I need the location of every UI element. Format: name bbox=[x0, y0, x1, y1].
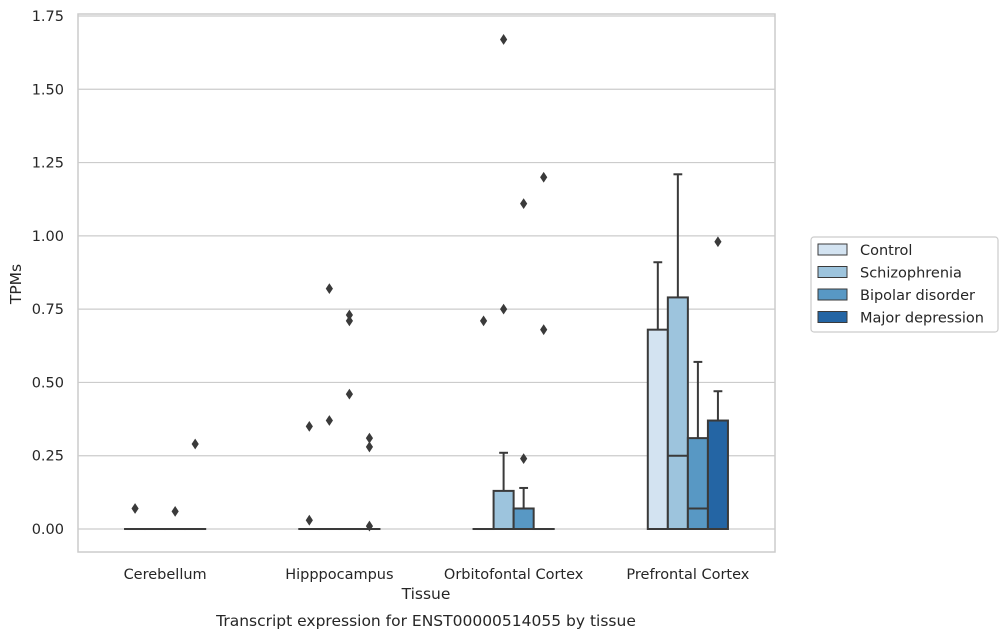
legend-label: Control bbox=[860, 243, 912, 259]
outlier-point bbox=[365, 432, 374, 444]
y-tick-label: 0.75 bbox=[32, 302, 64, 318]
figure-caption: Transcript expression for ENST0000051405… bbox=[215, 612, 636, 630]
outlier-layer bbox=[131, 34, 722, 532]
gridlines bbox=[78, 15, 775, 530]
legend: Control Schizophrenia Bipolar disorder Majo… bbox=[810, 236, 999, 333]
outlier-point bbox=[365, 441, 374, 453]
outlier-point bbox=[540, 171, 548, 183]
y-axis-title: TPMs bbox=[7, 264, 25, 305]
legend-label: Major depression bbox=[860, 311, 984, 327]
outlier-point bbox=[305, 421, 313, 432]
y-tick-label: 1.25 bbox=[32, 156, 64, 172]
box-control bbox=[646, 261, 669, 531]
box-schizophrenia bbox=[666, 173, 689, 530]
x-axis-title: Tissue bbox=[401, 585, 451, 603]
y-tick-label: 0.25 bbox=[32, 449, 64, 465]
x-tick-labels: Cerebellum Hipppocampus Orbitofontal Corte… bbox=[124, 567, 750, 583]
outlier-point bbox=[171, 506, 179, 517]
outlier-point bbox=[345, 309, 353, 321]
outlier-point bbox=[131, 503, 139, 514]
x-tick-label: Cerebellum bbox=[124, 567, 207, 583]
y-tick-label: 0.00 bbox=[32, 522, 64, 538]
box-bipolar-disorder bbox=[686, 360, 709, 530]
legend-frame bbox=[810, 236, 999, 333]
outlier-point bbox=[520, 198, 528, 210]
outlier-point bbox=[345, 315, 353, 327]
box-series-layer bbox=[124, 173, 729, 531]
box-bipolar-disorder bbox=[512, 486, 535, 531]
x-tick-label: Hipppocampus bbox=[285, 567, 393, 583]
box-body bbox=[686, 437, 709, 530]
outlier-point bbox=[365, 520, 374, 532]
y-tick-label: 1.50 bbox=[32, 82, 64, 98]
legend-label: Bipolar disorder bbox=[860, 288, 975, 304]
outlier-point bbox=[500, 34, 508, 45]
outlier-point bbox=[191, 438, 199, 450]
y-tick-label: 1.00 bbox=[32, 229, 64, 245]
legend-swatch bbox=[817, 266, 848, 278]
plot-border bbox=[77, 13, 776, 553]
x-tick-label: Orbitofontal Cortex bbox=[444, 567, 584, 583]
outlier-point bbox=[479, 315, 488, 327]
y-tick-labels: 0.00 0.25 0.50 0.75 1.00 1.25 1.50 1.75 bbox=[32, 9, 64, 538]
outlier-point bbox=[714, 236, 722, 248]
legend-swatch bbox=[817, 288, 848, 301]
legend-label: Schizophrenia bbox=[860, 266, 962, 282]
y-tick-label: 0.50 bbox=[32, 375, 64, 391]
box-body bbox=[492, 489, 515, 530]
box-body bbox=[646, 328, 669, 531]
box-body bbox=[512, 507, 535, 531]
outlier-point bbox=[305, 514, 313, 526]
outlier-point bbox=[540, 324, 548, 336]
y-tick-label: 1.75 bbox=[32, 9, 64, 25]
box-body bbox=[706, 419, 729, 530]
box-major-depression bbox=[706, 390, 729, 530]
outlier-point bbox=[345, 388, 353, 400]
outlier-point bbox=[325, 415, 333, 426]
legend-swatch bbox=[817, 311, 848, 323]
legend-swatch bbox=[817, 243, 848, 256]
outlier-point bbox=[325, 283, 333, 295]
outlier-point bbox=[520, 453, 528, 465]
outlier-point bbox=[500, 303, 508, 315]
box-body bbox=[666, 296, 689, 530]
x-tick-label: Prefrontal Cortex bbox=[626, 567, 749, 583]
plot-frame bbox=[77, 13, 776, 553]
box-schizophrenia bbox=[492, 451, 515, 530]
